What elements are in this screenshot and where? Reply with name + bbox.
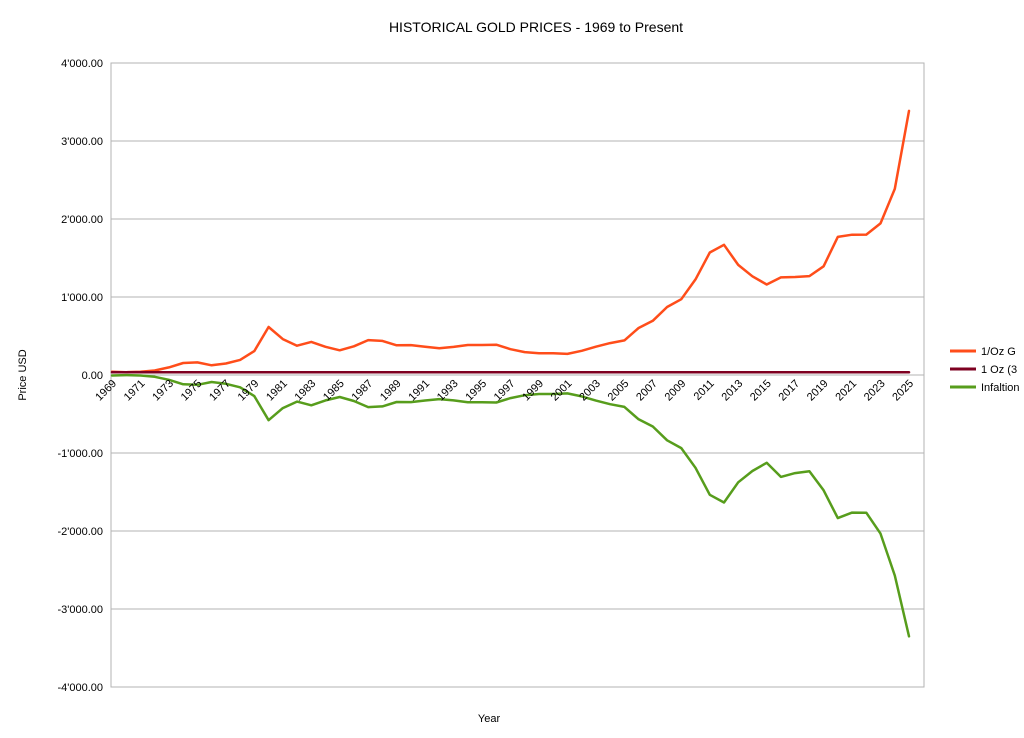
y-tick-label: -1'000.00 <box>57 448 103 460</box>
series-line-1 <box>110 109 911 374</box>
x-tick-label: 2017 <box>776 378 802 404</box>
x-tick-label: 2011 <box>692 378 717 403</box>
x-tick-label: 2001 <box>549 378 575 404</box>
x-tick-label: 2007 <box>634 378 660 404</box>
x-tick-label: 2013 <box>720 378 746 404</box>
x-tick-label: 2025 <box>890 378 916 404</box>
x-tick-label: 2019 <box>805 378 831 404</box>
x-tick-label: 2021 <box>833 378 859 404</box>
x-tick-label: 1999 <box>520 378 546 404</box>
legend: 1/Oz G 1 Oz (3 Infaltion <box>950 346 1020 394</box>
x-tick-label: 2009 <box>663 378 689 404</box>
y-tick-label: 0.00 <box>82 370 103 382</box>
legend-label: Infaltion <box>981 382 1020 394</box>
chart-title: HISTORICAL GOLD PRICES - 1969 to Present <box>389 19 683 35</box>
y-axis-title: Price USD <box>17 349 29 400</box>
legend-label: 1 Oz (3 <box>981 364 1017 376</box>
y-axis-ticks: 4'000.00 3'000.00 2'000.00 1'000.00 0.00 -1'0… <box>57 58 103 694</box>
y-tick-label: -3'000.00 <box>57 604 103 616</box>
series-lines <box>110 109 911 638</box>
y-tick-label: -2'000.00 <box>57 526 103 538</box>
x-tick-label: 2023 <box>862 378 888 404</box>
x-tick-label: 1971 <box>122 378 148 404</box>
y-tick-label: 2'000.00 <box>61 214 103 226</box>
x-tick-label: 2015 <box>748 378 774 404</box>
x-axis-title: Year <box>478 713 501 725</box>
series-line-3 <box>110 373 911 638</box>
y-tick-label: 4'000.00 <box>61 58 103 70</box>
x-tick-label: 2005 <box>606 378 632 404</box>
y-tick-label: -4'000.00 <box>57 682 103 694</box>
x-tick-label: 1983 <box>293 378 319 404</box>
y-tick-label: 1'000.00 <box>61 292 103 304</box>
x-tick-label: 1995 <box>463 378 489 404</box>
x-tick-label: 1989 <box>378 378 404 404</box>
x-tick-label: 1981 <box>264 378 290 404</box>
x-tick-label: 1975 <box>179 378 205 404</box>
gridlines <box>111 62 924 688</box>
y-tick-label: 3'000.00 <box>61 136 103 148</box>
legend-label: 1/Oz G <box>981 346 1016 358</box>
x-tick-label: 1987 <box>350 378 376 404</box>
